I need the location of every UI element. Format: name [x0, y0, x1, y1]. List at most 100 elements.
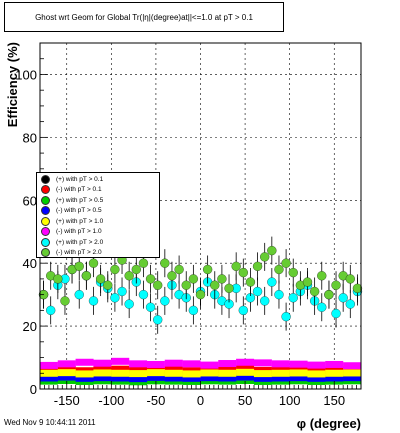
y-tick-label: 20	[23, 319, 37, 334]
x-tick-label: -50	[147, 393, 166, 408]
data-point	[252, 261, 263, 271]
legend-marker	[41, 216, 50, 226]
data-point	[302, 277, 313, 287]
chart-title: Ghost wrt Geom for Global Tr(|η|(degree)…	[4, 2, 284, 32]
data-point	[111, 365, 130, 373]
data-point	[238, 305, 248, 316]
data-point	[182, 360, 201, 368]
data-point	[343, 374, 362, 382]
data-point	[75, 358, 94, 366]
data-point	[124, 299, 134, 309]
data-point	[217, 274, 227, 284]
data-point	[218, 369, 237, 377]
data-point	[124, 271, 134, 281]
data-point	[307, 361, 326, 369]
data-point	[218, 374, 237, 382]
data-point	[309, 286, 320, 297]
data-point	[57, 373, 76, 381]
x-tick-label: -150	[54, 393, 80, 408]
x-tick-label: 100	[279, 393, 301, 408]
data-point	[111, 374, 130, 382]
data-point	[145, 302, 156, 312]
data-point	[95, 274, 106, 284]
data-point	[182, 374, 201, 382]
data-point	[271, 374, 290, 382]
data-point	[236, 368, 255, 376]
data-point	[271, 360, 290, 368]
data-point	[53, 274, 63, 284]
data-point	[267, 245, 277, 256]
data-point	[345, 299, 355, 309]
legend-entry: (-) with pT > 0.5	[39, 206, 157, 217]
data-point	[352, 283, 363, 293]
series-3	[39, 373, 362, 383]
data-point	[307, 370, 326, 378]
y-axis-label: Efficiency (%)	[5, 42, 20, 127]
data-point	[188, 305, 199, 316]
data-point	[93, 374, 112, 382]
data-point	[164, 374, 183, 382]
legend-label: (+) with pT > 0.5	[56, 196, 104, 204]
data-point	[138, 258, 149, 268]
legend-entry: (-) with pT > 0.1	[39, 185, 157, 196]
data-point	[236, 373, 255, 381]
series-7	[38, 236, 363, 315]
data-point	[274, 289, 284, 300]
data-point	[131, 264, 141, 275]
data-point	[146, 369, 165, 377]
data-point	[75, 370, 94, 378]
data-point	[129, 375, 148, 383]
data-point	[129, 360, 148, 368]
legend-marker	[41, 237, 50, 247]
legend-marker	[41, 174, 50, 184]
y-tick-label: 40	[23, 256, 37, 271]
data-point	[160, 258, 170, 268]
legend-entry: (-) with pT > 2.0	[39, 248, 157, 259]
legend-marker	[41, 195, 50, 205]
data-point	[188, 274, 199, 284]
data-point	[224, 283, 234, 293]
data-point	[267, 277, 277, 287]
y-tick-label: 60	[23, 193, 37, 208]
legend: (+) with pT > 0.1 (-) with pT > 0.1 (+) wi…	[36, 172, 160, 258]
legend-entry: (+) with pT > 0.5	[39, 195, 157, 206]
legend-label: (-) with pT > 1.0	[56, 228, 102, 236]
legend-marker	[41, 206, 50, 216]
data-point	[289, 369, 308, 377]
data-point	[81, 271, 92, 281]
data-point	[325, 374, 344, 382]
data-point	[253, 370, 272, 378]
x-axis-label: φ (degree)	[297, 416, 361, 431]
data-point	[74, 289, 84, 300]
legend-entry: (+) with pT > 0.1	[39, 174, 157, 185]
data-point	[195, 289, 206, 300]
chart-title-text: Ghost wrt Geom for Global Tr(|η|(degree)…	[35, 12, 253, 22]
data-point	[200, 374, 219, 382]
y-tick-label: 100	[15, 67, 37, 82]
data-point	[88, 296, 99, 306]
data-point	[46, 305, 56, 316]
data-point	[252, 286, 263, 297]
data-point	[93, 359, 112, 367]
data-point	[88, 258, 99, 268]
series-5	[39, 357, 362, 370]
series-4	[39, 368, 362, 378]
data-point	[174, 264, 184, 275]
data-point	[288, 293, 298, 303]
data-point	[218, 360, 237, 368]
data-point	[181, 280, 191, 290]
data-point	[331, 280, 341, 290]
data-point	[271, 369, 290, 377]
data-point	[39, 374, 58, 382]
data-point	[231, 261, 241, 271]
data-point	[253, 374, 272, 382]
data-point	[245, 277, 256, 287]
data-point	[60, 296, 70, 306]
data-point	[325, 369, 344, 377]
data-point	[145, 274, 156, 284]
legend-label: (+) with pT > 2.0	[56, 238, 104, 246]
data-point	[317, 302, 327, 312]
data-point	[281, 312, 291, 322]
timestamp: Wed Nov 9 10:44:11 2011	[4, 418, 96, 427]
